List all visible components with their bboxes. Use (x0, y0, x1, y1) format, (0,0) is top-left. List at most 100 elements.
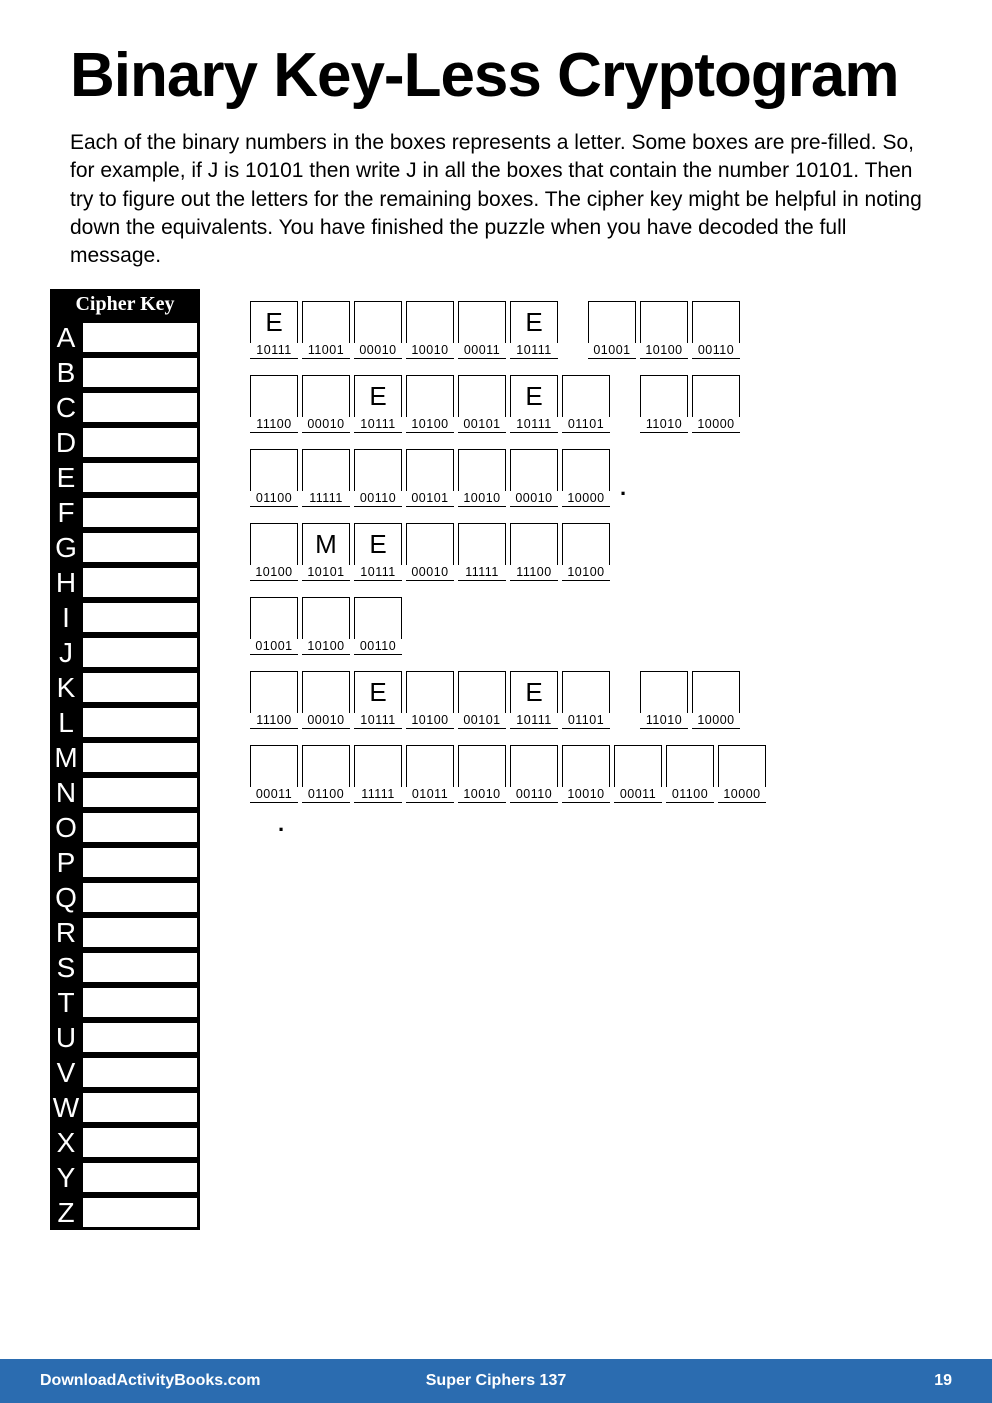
puzzle-cell-code: 10000 (718, 787, 766, 803)
puzzle-cell-input[interactable] (510, 449, 558, 491)
puzzle-cell-input[interactable] (406, 523, 454, 565)
cipher-key-input[interactable] (82, 637, 198, 668)
puzzle-cell-input[interactable] (510, 745, 558, 787)
puzzle-cell-input[interactable] (458, 671, 506, 713)
cipher-key-input[interactable] (82, 497, 198, 528)
puzzle-cell-input[interactable] (458, 301, 506, 343)
puzzle-cell: 10010 (406, 301, 454, 359)
puzzle-cell-input[interactable] (666, 745, 714, 787)
cipher-key-row: C (50, 390, 200, 425)
cipher-key-input[interactable] (82, 707, 198, 738)
puzzle-cell-input[interactable] (562, 375, 610, 417)
puzzle-cell: 01001 (588, 301, 636, 359)
cipher-key-input[interactable] (82, 1127, 198, 1158)
puzzle-cell-input[interactable] (562, 523, 610, 565)
puzzle-cell-code: 00010 (354, 343, 402, 359)
puzzle-cell-input[interactable] (302, 671, 350, 713)
footer-right: 19 (648, 1372, 952, 1390)
cipher-key-input[interactable] (82, 987, 198, 1018)
puzzle-cell-input[interactable] (354, 301, 402, 343)
puzzle-cell-input[interactable] (406, 449, 454, 491)
puzzle-cell-input[interactable] (562, 449, 610, 491)
cipher-key-input[interactable] (82, 882, 198, 913)
puzzle-cell-input[interactable] (562, 671, 610, 713)
puzzle-cell-input[interactable]: E (354, 375, 402, 417)
cipher-key-input[interactable] (82, 532, 198, 563)
puzzle-cell-input[interactable] (614, 745, 662, 787)
puzzle-cell-input[interactable]: M (302, 523, 350, 565)
puzzle-cell-input[interactable] (562, 745, 610, 787)
cipher-key-input[interactable] (82, 462, 198, 493)
puzzle-cell: 10010 (458, 449, 506, 507)
puzzle-cell-input[interactable] (302, 301, 350, 343)
cipher-key-input[interactable] (82, 567, 198, 598)
cipher-key-input[interactable] (82, 1197, 198, 1228)
puzzle-cell-input[interactable]: E (354, 523, 402, 565)
puzzle-cell-input[interactable] (692, 301, 740, 343)
puzzle-cell: 10000 (562, 449, 610, 507)
word-gap (614, 687, 636, 729)
puzzle-cell-input[interactable] (640, 301, 688, 343)
cipher-key-input[interactable] (82, 602, 198, 633)
cipher-key-input[interactable] (82, 357, 198, 388)
puzzle-cell-code: 10000 (692, 417, 740, 433)
puzzle-cell-input[interactable] (458, 523, 506, 565)
cipher-key-input[interactable] (82, 812, 198, 843)
puzzle-cell-input[interactable] (250, 523, 298, 565)
puzzle-cell-input[interactable]: E (250, 301, 298, 343)
puzzle-cell-code: 10100 (250, 565, 298, 581)
puzzle-cell-input[interactable] (250, 449, 298, 491)
puzzle-cell-code: 10010 (458, 787, 506, 803)
puzzle-cell-code: 01101 (562, 417, 610, 433)
cipher-key-row: S (50, 950, 200, 985)
cipher-key-row: Y (50, 1160, 200, 1195)
puzzle-cell-input[interactable] (458, 449, 506, 491)
cipher-key-input[interactable] (82, 1022, 198, 1053)
puzzle-cell-input[interactable] (354, 449, 402, 491)
puzzle-cell-input[interactable]: E (354, 671, 402, 713)
puzzle-cell-input[interactable] (354, 597, 402, 639)
cipher-key-input[interactable] (82, 1057, 198, 1088)
cipher-key-input[interactable] (82, 742, 198, 773)
cipher-key-input[interactable] (82, 322, 198, 353)
cipher-key-letter: X (50, 1125, 82, 1160)
puzzle-cell-input[interactable] (510, 523, 558, 565)
puzzle-cell-input[interactable] (692, 375, 740, 417)
cipher-key-input[interactable] (82, 427, 198, 458)
puzzle-cell-input[interactable] (640, 671, 688, 713)
cipher-key-input[interactable] (82, 777, 198, 808)
puzzle-cell-input[interactable] (458, 375, 506, 417)
puzzle-cell-input[interactable] (458, 745, 506, 787)
puzzle-cell-input[interactable] (250, 597, 298, 639)
puzzle-cell-input[interactable] (250, 745, 298, 787)
puzzle-cell-input[interactable] (250, 671, 298, 713)
puzzle-cell-input[interactable] (250, 375, 298, 417)
puzzle-cell-input[interactable] (302, 449, 350, 491)
puzzle-cell-code: 00110 (692, 343, 740, 359)
puzzle-cell-input[interactable] (302, 745, 350, 787)
puzzle-cell-input[interactable] (406, 375, 454, 417)
puzzle-cell-input[interactable] (588, 301, 636, 343)
cipher-key-input[interactable] (82, 1092, 198, 1123)
puzzle-cell-input[interactable] (406, 671, 454, 713)
puzzle-cell-input[interactable] (354, 745, 402, 787)
cipher-key-input[interactable] (82, 952, 198, 983)
puzzle-cell-input[interactable] (302, 375, 350, 417)
puzzle-cell-input[interactable]: E (510, 301, 558, 343)
cipher-key-input[interactable] (82, 1162, 198, 1193)
puzzle-cell-input[interactable] (406, 301, 454, 343)
cipher-key-input[interactable] (82, 917, 198, 948)
cipher-key-input[interactable] (82, 672, 198, 703)
puzzle-cell-code: 10111 (354, 713, 402, 729)
puzzle-cell-input[interactable] (640, 375, 688, 417)
puzzle-cell-input[interactable] (718, 745, 766, 787)
puzzle-cell-input[interactable] (406, 745, 454, 787)
cipher-key-input[interactable] (82, 392, 198, 423)
puzzle-cell-input[interactable]: E (510, 375, 558, 417)
puzzle-cell-input[interactable] (692, 671, 740, 713)
puzzle-cell-input[interactable]: E (510, 671, 558, 713)
puzzle-cell-input[interactable] (302, 597, 350, 639)
word-gap (562, 317, 584, 359)
cipher-key-input[interactable] (82, 847, 198, 878)
puzzle-cell-code: 00101 (406, 491, 454, 507)
